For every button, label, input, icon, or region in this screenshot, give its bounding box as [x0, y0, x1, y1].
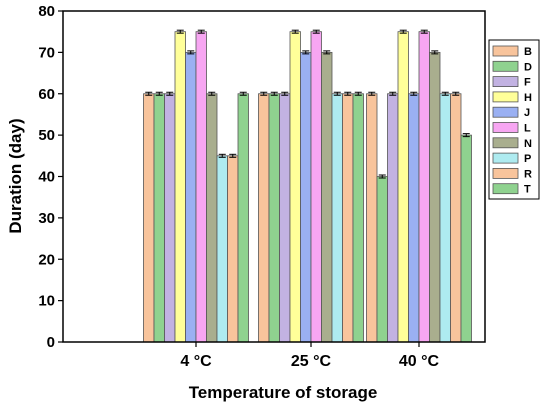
- bar: [331, 93, 343, 343]
- y-tick-label: 50: [38, 127, 55, 144]
- x-category-label: 40 °C: [399, 353, 440, 370]
- legend-swatch: [492, 152, 519, 164]
- bar: [418, 31, 430, 343]
- bars-layer: [143, 29, 472, 343]
- bar: [460, 134, 472, 343]
- bar: [289, 31, 301, 343]
- legend-label: F: [524, 77, 531, 89]
- legend-label: T: [524, 184, 531, 196]
- bar: [143, 93, 155, 343]
- bar: [185, 51, 197, 343]
- legend-swatch: [492, 122, 519, 133]
- y-tick-label: 0: [47, 334, 55, 351]
- legend-label: B: [524, 46, 532, 58]
- legend-swatch: [492, 167, 519, 179]
- y-tick-label: 40: [38, 169, 55, 186]
- bar: [195, 31, 207, 343]
- x-category-label: 4 °C: [180, 353, 212, 370]
- bar: [153, 93, 165, 343]
- legend-swatch: [492, 106, 519, 118]
- bar: [366, 93, 378, 343]
- legend-label: N: [524, 138, 532, 150]
- y-axis-title: Duration (day): [6, 118, 25, 233]
- bar: [279, 93, 291, 343]
- bar: [321, 51, 333, 343]
- legend-label: H: [524, 92, 532, 104]
- bar: [439, 93, 451, 343]
- legend-swatch: [492, 45, 519, 57]
- y-tick-label: 30: [38, 210, 55, 227]
- bar: [300, 51, 312, 343]
- bar: [174, 31, 186, 343]
- legend-swatch: [492, 76, 519, 87]
- bar: [352, 93, 364, 343]
- bar: [237, 93, 249, 343]
- y-tick-label: 60: [38, 86, 55, 103]
- y-tick-label: 80: [38, 3, 55, 20]
- bar: [387, 93, 399, 343]
- y-tick-label: 10: [38, 293, 55, 310]
- legend-label: L: [524, 123, 531, 135]
- legend-swatch: [492, 137, 519, 149]
- x-category-layer: 4 °C 25 °C 40 °C: [180, 342, 440, 370]
- bar: [429, 51, 441, 343]
- bar: [206, 93, 218, 343]
- x-category-label: 25 °C: [291, 353, 332, 370]
- bar: [227, 155, 239, 343]
- bar: [268, 93, 280, 343]
- legend-label: D: [524, 61, 532, 73]
- bar: [216, 155, 228, 343]
- legend-swatch: [492, 183, 519, 195]
- x-axis-title: Temperature of storage: [189, 383, 378, 402]
- bar: [408, 93, 420, 343]
- legend-label: P: [524, 153, 531, 165]
- bar: [258, 93, 270, 343]
- legend-swatch: [492, 91, 519, 103]
- y-ticks-layer: 0 10 20 30 40 50 60 70 80: [38, 3, 63, 351]
- y-tick-label: 20: [38, 251, 55, 268]
- legend-label: R: [524, 168, 532, 180]
- bar: [310, 31, 322, 343]
- bar: [376, 176, 388, 343]
- bar: [450, 93, 462, 343]
- bar: [164, 93, 176, 343]
- bar: [342, 93, 354, 343]
- y-tick-label: 70: [38, 44, 55, 61]
- bar: [397, 31, 409, 343]
- legend-label: J: [524, 107, 530, 119]
- legend-swatch: [492, 60, 519, 72]
